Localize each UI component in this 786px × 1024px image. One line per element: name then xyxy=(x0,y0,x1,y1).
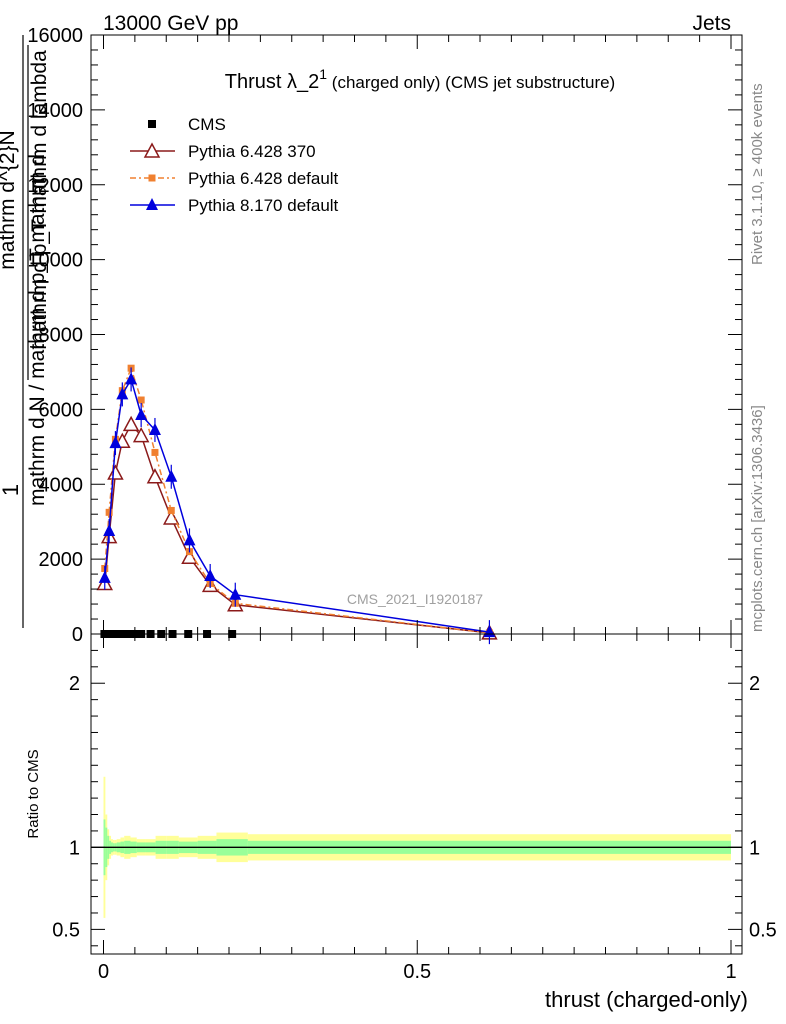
series-point-1 xyxy=(146,468,164,484)
main-y-tick-label: 4000 xyxy=(39,474,84,496)
series-point-2 xyxy=(105,508,113,516)
ratio-plot: 0.5 0.5 1 1 2 2 0 0.5 1 Ratio to CMS thrust (cha… xyxy=(25,633,777,1012)
x-tick-label: 0 xyxy=(98,961,109,983)
legend-marker xyxy=(148,174,156,182)
chart-title-main: Thrust λ_2 xyxy=(225,71,319,93)
series-point-3 xyxy=(116,387,129,400)
series-point-1 xyxy=(163,509,180,525)
legend-label: CMS xyxy=(188,115,226,134)
series-point-2 xyxy=(137,396,145,404)
legend-entry-2: Pythia 6.428 default xyxy=(130,169,339,188)
ratio-y-label: Ratio to CMS xyxy=(25,749,42,838)
series-point-3 xyxy=(204,568,217,581)
legend-entry-1: Pythia 6.428 370 xyxy=(130,142,316,161)
y-label-inner-numerator: mathrm d^{2}N xyxy=(0,130,19,269)
x-tick-label: 0.5 xyxy=(403,961,431,983)
ratio-data-layer xyxy=(91,776,742,918)
ratio-y-tick-label-right: 1 xyxy=(749,837,760,859)
chart-title-sup: 1 xyxy=(319,66,327,82)
header-right-label: Jets xyxy=(692,12,731,35)
y-label-denominator: mathrm d N / mathrm d p_T mathrm d xyxy=(26,154,49,506)
series-point-3 xyxy=(183,533,196,546)
legend-marker xyxy=(143,142,161,158)
ratio-y-tick-label: 2 xyxy=(69,673,80,695)
main-y-tick-label: 0 xyxy=(72,624,83,646)
ratio-y-tick-label-right: 0.5 xyxy=(749,919,777,941)
main-y-tick-label: 14000 xyxy=(27,100,83,122)
main-y-tick-label: 10000 xyxy=(27,250,83,272)
legend-marker xyxy=(146,198,158,210)
watermark-label: CMS_2021_I1920187 xyxy=(347,591,483,607)
series-point-2 xyxy=(167,506,175,514)
legend-marker xyxy=(148,120,156,128)
rivet-label: Rivet 3.1.10, ≥ 400k events xyxy=(749,83,766,265)
series-point-1 xyxy=(122,415,140,432)
main-y-tick-label: 6000 xyxy=(39,399,84,421)
ratio-plot-frame xyxy=(90,633,743,955)
header-left-label: 13000 GeV pp xyxy=(103,12,238,35)
chart-title: Thrust λ_21 (charged only) (CMS jet subs… xyxy=(225,66,615,93)
series-point-3 xyxy=(125,372,138,385)
series-point-3 xyxy=(109,436,122,449)
ratio-y-tick-label: 0.5 xyxy=(52,919,80,941)
series-point-3 xyxy=(98,570,111,583)
ratio-axis-ticks: 0.5 0.5 1 1 2 2 0 0.5 1 xyxy=(52,634,777,983)
chart-title-rest: (charged only) (CMS jet substructure) xyxy=(327,73,615,92)
legend-label: Pythia 6.428 370 xyxy=(188,142,316,161)
series-point-3 xyxy=(135,407,148,420)
series-point-1 xyxy=(107,464,124,480)
legend-entry-0: CMS xyxy=(148,115,226,134)
y-label-inner-denominator: mathrm d p_T mathrm d lambda xyxy=(28,50,51,350)
series-point-3 xyxy=(229,587,242,600)
main-y-axis-label: 1 mathrm d N / mathrm d p_T mathrm dmathr… xyxy=(0,35,51,628)
main-axis-ticks: 0 2000 4000 6000 8000 10000 12000 14000 16000 xyxy=(27,25,742,646)
legend-label: Pythia 8.170 default xyxy=(188,196,339,215)
ratio-y-tick-label: 1 xyxy=(69,837,80,859)
x-axis-label: thrust (charged-only) xyxy=(545,987,748,1012)
legend-label: Pythia 6.428 default xyxy=(188,169,339,188)
main-y-tick-label: 16000 xyxy=(27,25,83,47)
main-y-tick-label: 8000 xyxy=(39,325,84,347)
legend-entry-3: Pythia 8.170 default xyxy=(130,196,339,215)
x-tick-label: 1 xyxy=(725,961,736,983)
legend: CMS Pythia 6.428 370 Pythia 6.428 default P… xyxy=(130,115,339,215)
main-plot: CMS_2021_I1920187 0 2000 4000 6000 8000 10000… xyxy=(0,25,743,646)
y-label-numerator-one: 1 xyxy=(0,484,23,496)
series-point-2 xyxy=(151,448,159,456)
main-y-tick-label: 12000 xyxy=(27,175,83,197)
mcplots-label: mcplots.cern.ch [arXiv:1306.3436] xyxy=(749,405,766,632)
series-point-1 xyxy=(132,426,150,443)
ratio-y-tick-label-right: 2 xyxy=(749,673,760,695)
series-point-3 xyxy=(165,469,178,482)
series-point-3 xyxy=(148,422,161,435)
main-y-tick-label: 2000 xyxy=(39,549,84,571)
series-point-3 xyxy=(103,524,116,537)
